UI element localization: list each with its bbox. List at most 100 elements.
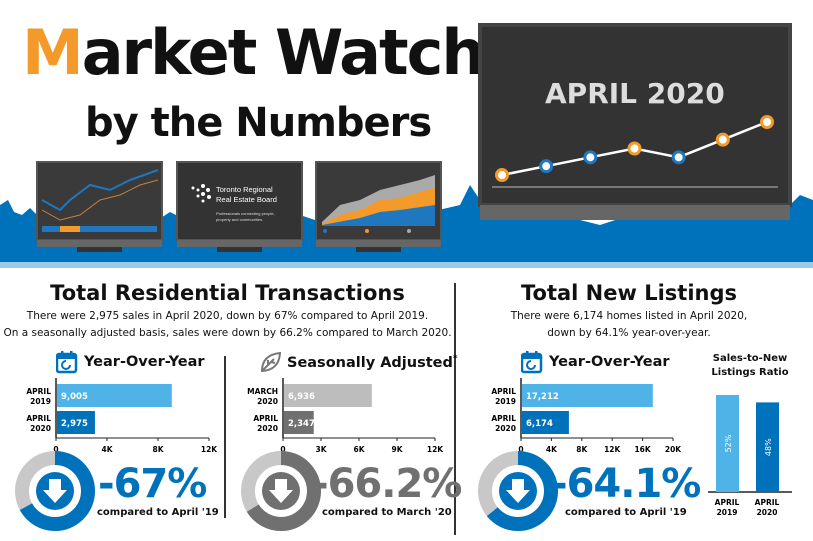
bar-value-label: 2,347 xyxy=(288,419,315,429)
hero-point xyxy=(627,141,642,156)
bar xyxy=(756,402,779,492)
down-arrow-icon xyxy=(269,479,293,503)
category-label: APRIL xyxy=(491,414,516,423)
hero-point xyxy=(583,150,598,165)
listings-donut xyxy=(478,451,558,531)
category-label: APRIL xyxy=(491,387,516,396)
listings-yoy-compare: compared to April '19 xyxy=(565,507,687,518)
category-label: APRIL xyxy=(715,498,740,507)
bar-value-label: 2,975 xyxy=(61,419,88,429)
page-title: Market Watch xyxy=(22,16,486,89)
trreb-tagline-1: Professionals connecting people, xyxy=(216,211,275,216)
leaf-icon xyxy=(260,351,282,373)
category-label: 2019 xyxy=(30,397,51,406)
hero-point xyxy=(760,115,774,129)
transactions-yoy-heading: Year-Over-Year xyxy=(84,354,205,370)
tick-label: 16K xyxy=(634,445,651,454)
bar-value-label: 6,936 xyxy=(288,392,315,402)
category-label: 2020 xyxy=(257,424,278,433)
category-label: 2020 xyxy=(257,397,278,406)
yoy-donut xyxy=(15,451,95,531)
transactions-yoy-compare: compared to April '19 xyxy=(97,507,219,518)
bar xyxy=(284,411,314,434)
tick-label: 20K xyxy=(665,445,682,454)
bar xyxy=(57,411,95,434)
tick-label: 0 xyxy=(280,445,285,454)
tick-label: 8K xyxy=(576,445,588,454)
bar xyxy=(522,411,569,434)
sa-heading-text: Seasonally Adjusted xyxy=(287,354,453,371)
ratio-title-2: Listings Ratio xyxy=(711,367,789,378)
transactions-yoy-percent: -67% xyxy=(98,461,207,507)
hero-monitor: APRIL 2020 xyxy=(478,23,792,220)
title-rest: arket Watch xyxy=(81,16,486,89)
trreb-tagline-2: property and communities. xyxy=(216,217,263,222)
hero-point xyxy=(671,150,686,165)
category-label: APRIL xyxy=(26,387,51,396)
title-m: M xyxy=(22,16,84,89)
trreb-name-2: Real Estate Board xyxy=(216,195,277,204)
trreb-name-1: Toronto Regional xyxy=(216,185,273,194)
tick-label: 12K xyxy=(201,445,218,454)
category-label: 2020 xyxy=(495,424,516,433)
sa-asterisk: * xyxy=(452,354,458,364)
bar xyxy=(522,384,653,407)
monitor-chart xyxy=(36,161,163,252)
bar xyxy=(57,384,172,407)
tick-label: 3K xyxy=(315,445,327,454)
subsection-divider xyxy=(224,356,226,518)
category-label: 2020 xyxy=(30,424,51,433)
listings-yoy-percent: -64.1% xyxy=(551,461,701,507)
sa-donut xyxy=(241,451,321,531)
category-label: MARCH xyxy=(247,387,278,396)
category-label: APRIL xyxy=(253,414,278,423)
monitor-trreb: Toronto Regional Real Estate Board Profe… xyxy=(176,161,303,252)
tick-label: 8K xyxy=(152,445,164,454)
transactions-sa-compare: compared to March '20 xyxy=(322,507,452,518)
listings-title: Total New Listings xyxy=(520,281,737,305)
tick-label: 6K xyxy=(353,445,365,454)
category-label: APRIL xyxy=(26,414,51,423)
ground-strip xyxy=(0,262,813,268)
transactions-sa-heading: Seasonally Adjusted* xyxy=(287,354,458,371)
tick-label: 12K xyxy=(427,445,444,454)
listings-yoy-heading: Year-Over-Year xyxy=(549,354,670,370)
down-arrow-icon xyxy=(43,479,67,503)
trreb-logo-icon xyxy=(191,184,211,203)
hero-point xyxy=(715,132,730,147)
category-label: APRIL xyxy=(755,498,780,507)
donut-fill xyxy=(15,451,95,531)
category-label: 2019 xyxy=(495,397,516,406)
bar-value-label: 9,005 xyxy=(61,392,88,402)
transactions-title: Total Residential Transactions xyxy=(50,281,405,305)
section-divider xyxy=(454,283,456,535)
hero-point xyxy=(539,159,554,174)
calendar-icon xyxy=(56,351,78,374)
bar-value-label: 6,174 xyxy=(526,419,553,429)
donut-fill xyxy=(478,451,558,531)
category-label: 2019 xyxy=(717,508,738,517)
monitor-area-chart xyxy=(315,161,442,252)
tick-label: 4K xyxy=(101,445,113,454)
ratio-title: Sales-to-New Listings Ratio xyxy=(700,352,800,380)
category-label: 2020 xyxy=(757,508,778,517)
transactions-line2: On a seasonally adjusted basis, sales we… xyxy=(3,327,452,339)
listings-line1: There were 6,174 homes listed in April 2… xyxy=(510,310,748,322)
tick-label: 0 xyxy=(518,445,523,454)
transactions-sa-percent: -66.2% xyxy=(312,461,462,507)
hero-line-chart xyxy=(495,115,774,182)
hero-illustration: Toronto Regional Real Estate Board Profe… xyxy=(0,23,813,268)
hero-screen-title: APRIL 2020 xyxy=(545,77,725,110)
bar xyxy=(716,394,739,492)
hero-point xyxy=(495,168,509,182)
bar-value-label: 52% xyxy=(724,434,733,452)
tick-label: 12K xyxy=(604,445,621,454)
bar-value-label: 17,212 xyxy=(526,392,559,402)
tick-label: 9K xyxy=(391,445,403,454)
down-arrow-icon xyxy=(506,479,530,503)
bar xyxy=(284,384,372,407)
